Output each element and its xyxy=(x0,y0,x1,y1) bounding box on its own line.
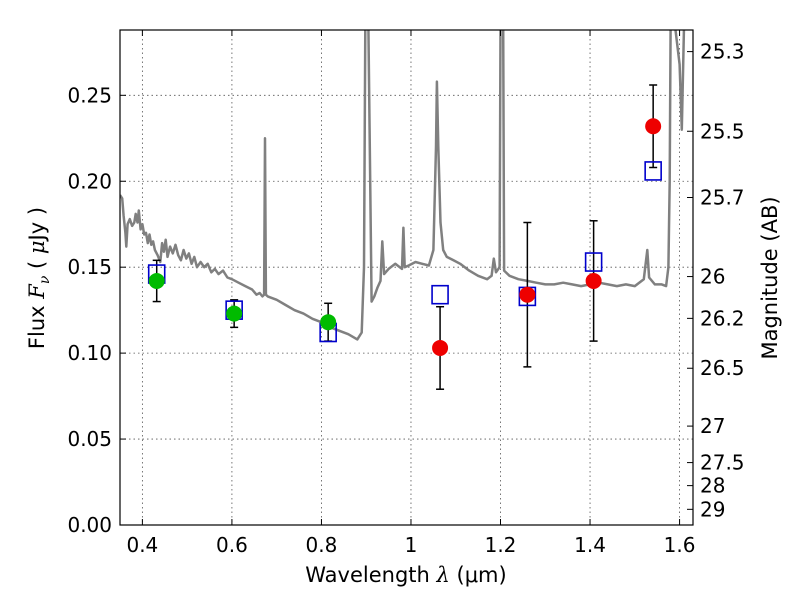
y-tick-label: 0.25 xyxy=(67,83,112,107)
magnitude-tick-label: 26 xyxy=(700,265,725,289)
x-tick-label: 1.6 xyxy=(664,533,696,557)
magnitude-tick-label: 27.5 xyxy=(700,451,745,475)
y-tick-label: 0.05 xyxy=(67,427,112,451)
magnitude-tick-label: 28 xyxy=(700,474,725,498)
x-tick-label: 1 xyxy=(405,533,418,557)
model-photometry-square xyxy=(644,161,662,181)
plot-background xyxy=(120,30,693,525)
observed-photometry-point xyxy=(320,314,337,331)
plot-frame xyxy=(119,29,694,526)
model-spectrum-line xyxy=(120,30,686,341)
model-photometry-square xyxy=(584,252,603,272)
y-tick-label: 0.15 xyxy=(67,255,112,279)
x-tick-label: 0.4 xyxy=(126,533,158,557)
model-photometry-markers xyxy=(147,161,662,343)
observed-photometry-point xyxy=(585,272,602,289)
magnitude-tick-label: 25.5 xyxy=(700,119,745,143)
x-tick-label: 1.2 xyxy=(485,533,517,557)
axis-ticks: 0.4 0.6 0.8 1 1.2 1.4 1.6 0.00 0.05 0.10 0.15 0.20 0… xyxy=(67,30,745,557)
observed-photometry-point xyxy=(645,118,662,135)
observed-photometry-point xyxy=(519,286,536,303)
observed-photometry-point xyxy=(226,305,243,322)
magnitude-axis-title: Magnitude (AB) xyxy=(758,196,782,359)
magnitude-tick-label: 26.5 xyxy=(700,356,745,380)
y-axis-title: Flux Fν ( μJy ) xyxy=(25,207,53,349)
y-tick-label: 0.20 xyxy=(67,169,112,193)
observed-photometry-point xyxy=(432,339,449,356)
observed-photometry-point xyxy=(148,272,165,289)
magnitude-tick-label: 27 xyxy=(700,414,725,438)
x-tick-label: 0.8 xyxy=(306,533,338,557)
x-tick-label: 0.6 xyxy=(216,533,248,557)
model-photometry-square xyxy=(431,284,449,305)
y-tick-label: 0.10 xyxy=(67,341,112,365)
magnitude-tick-label: 25.7 xyxy=(700,185,745,209)
x-tick-label: 1.4 xyxy=(574,533,606,557)
y-tick-label: 0.00 xyxy=(67,513,112,537)
magnitude-tick-label: 29 xyxy=(700,497,725,521)
magnitude-tick-label: 26.2 xyxy=(700,306,745,330)
observed-photometry-markers xyxy=(148,118,662,356)
model-spectrum xyxy=(120,30,686,341)
magnitude-tick-label: 25.3 xyxy=(700,40,745,64)
x-axis-title: Wavelength λ (μm) xyxy=(305,563,506,587)
